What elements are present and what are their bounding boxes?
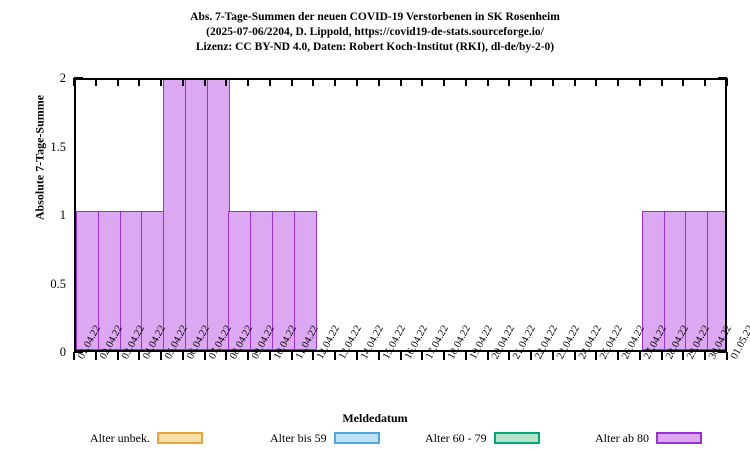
legend-label: Alter 60 - 79 bbox=[425, 430, 487, 445]
x-tick-mark bbox=[682, 352, 685, 360]
x-tick-mark bbox=[203, 352, 206, 360]
x-tick-mark bbox=[377, 352, 380, 360]
x-tick-mark bbox=[421, 352, 424, 360]
bar bbox=[707, 211, 725, 350]
x-tick-mark bbox=[595, 352, 598, 360]
chart-title: Abs. 7-Tage-Summen der neuen COVID-19 Ve… bbox=[0, 10, 750, 55]
x-tick-mark bbox=[530, 352, 533, 360]
x-tick-mark bbox=[181, 352, 184, 360]
x-tick-mark-top bbox=[530, 78, 533, 86]
x-tick-mark bbox=[312, 352, 315, 360]
x-tick-mark bbox=[138, 352, 141, 360]
x-tick-mark bbox=[355, 352, 358, 360]
x-tick-mark bbox=[160, 352, 163, 360]
x-tick-mark bbox=[704, 352, 707, 360]
x-tick-mark bbox=[73, 352, 75, 360]
bar bbox=[206, 80, 230, 350]
legend-swatch bbox=[333, 432, 380, 444]
bar bbox=[293, 211, 318, 350]
x-axis-title: Meldedatum bbox=[342, 411, 408, 425]
x-tick-mark-top bbox=[94, 78, 97, 86]
x-tick-mark-top bbox=[443, 78, 446, 86]
y-tick-label: 2 bbox=[59, 71, 66, 85]
x-tick-mark-top bbox=[290, 78, 293, 86]
x-tick-mark-top bbox=[551, 78, 554, 86]
x-tick-mark bbox=[660, 352, 663, 360]
bar bbox=[184, 80, 209, 350]
x-tick-mark-top bbox=[181, 78, 184, 86]
x-tick-mark-top bbox=[508, 78, 511, 86]
x-tick-mark-top bbox=[377, 78, 380, 86]
legend-swatch bbox=[493, 432, 540, 444]
legend-item[interactable]: Alter ab 80 bbox=[595, 428, 702, 448]
legend-swatch bbox=[655, 432, 702, 444]
x-tick-mark-top bbox=[312, 78, 315, 86]
legend-item[interactable]: Alter bis 59 bbox=[270, 428, 380, 448]
x-tick-mark-top bbox=[573, 78, 576, 86]
x-tick-mark bbox=[573, 352, 576, 360]
x-tick-mark-top bbox=[268, 78, 271, 86]
x-tick-mark bbox=[443, 352, 446, 360]
x-tick-mark bbox=[508, 352, 511, 360]
legend-label: Alter bis 59 bbox=[270, 430, 327, 445]
x-tick-mark bbox=[617, 352, 620, 360]
x-tick-mark bbox=[399, 352, 402, 360]
x-tick-mark bbox=[225, 352, 228, 360]
x-tick-mark bbox=[334, 352, 337, 360]
x-tick-mark bbox=[638, 352, 641, 360]
x-tick-mark-top bbox=[116, 78, 119, 86]
legend-item[interactable]: Alter unbek. bbox=[90, 428, 203, 448]
x-tick-mark-top bbox=[399, 78, 402, 86]
x-tick-mark-top bbox=[247, 78, 250, 86]
legend-label: Alter ab 80 bbox=[595, 430, 649, 445]
x-tick-mark-top bbox=[726, 78, 728, 86]
x-tick-mark-top bbox=[704, 78, 707, 86]
legend-swatch bbox=[156, 432, 203, 444]
x-tick-mark-top bbox=[595, 78, 598, 86]
x-tick-mark bbox=[116, 352, 119, 360]
x-tick-mark bbox=[290, 352, 293, 360]
x-tick-mark bbox=[247, 352, 250, 360]
x-tick-mark-top bbox=[138, 78, 141, 86]
x-tick-mark-top bbox=[225, 78, 228, 86]
plot-area bbox=[74, 78, 727, 352]
x-tick-mark-top bbox=[73, 78, 75, 86]
x-tick-mark-top bbox=[421, 78, 424, 86]
x-tick-mark-top bbox=[638, 78, 641, 86]
y-tick-mark-right bbox=[718, 351, 727, 353]
y-tick-label: 0.5 bbox=[50, 276, 66, 291]
legend-item[interactable]: Alter 60 - 79 bbox=[425, 428, 540, 448]
y-tick-label: 1.5 bbox=[50, 139, 66, 154]
x-tick-mark bbox=[268, 352, 271, 360]
x-tick-mark bbox=[486, 352, 489, 360]
chart-legend: Alter unbek. Alter bis 59 Alter 60 - 79 Alt… bbox=[0, 428, 750, 450]
x-tick-mark-top bbox=[334, 78, 337, 86]
y-tick-label: 0 bbox=[59, 345, 66, 359]
x-tick-mark bbox=[464, 352, 467, 360]
bar bbox=[163, 80, 187, 350]
x-tick-mark-top bbox=[464, 78, 467, 86]
x-tick-mark bbox=[94, 352, 97, 360]
x-tick-mark-top bbox=[160, 78, 163, 86]
y-tick-label: 1 bbox=[59, 208, 66, 222]
chart-title-line-2: (2025-07-06/2204, D. Lippold, https://co… bbox=[206, 26, 544, 38]
x-tick-mark-top bbox=[203, 78, 206, 86]
bars-layer bbox=[76, 80, 725, 350]
chart-title-line-3: Lizenz: CC BY-ND 4.0, Daten: Robert Koch… bbox=[195, 41, 555, 53]
x-tick-mark-top bbox=[355, 78, 358, 86]
chart-title-line-1: Abs. 7-Tage-Summen der neuen COVID-19 Ve… bbox=[190, 11, 560, 23]
x-tick-mark-top bbox=[486, 78, 489, 86]
legend-label: Alter unbek. bbox=[90, 430, 150, 445]
y-tick-mark bbox=[74, 351, 83, 353]
x-tick-mark-top bbox=[682, 78, 685, 86]
x-tick-mark-top bbox=[617, 78, 620, 86]
x-tick-mark bbox=[726, 352, 728, 360]
x-tick-mark bbox=[551, 352, 554, 360]
x-tick-mark-top bbox=[660, 78, 663, 86]
